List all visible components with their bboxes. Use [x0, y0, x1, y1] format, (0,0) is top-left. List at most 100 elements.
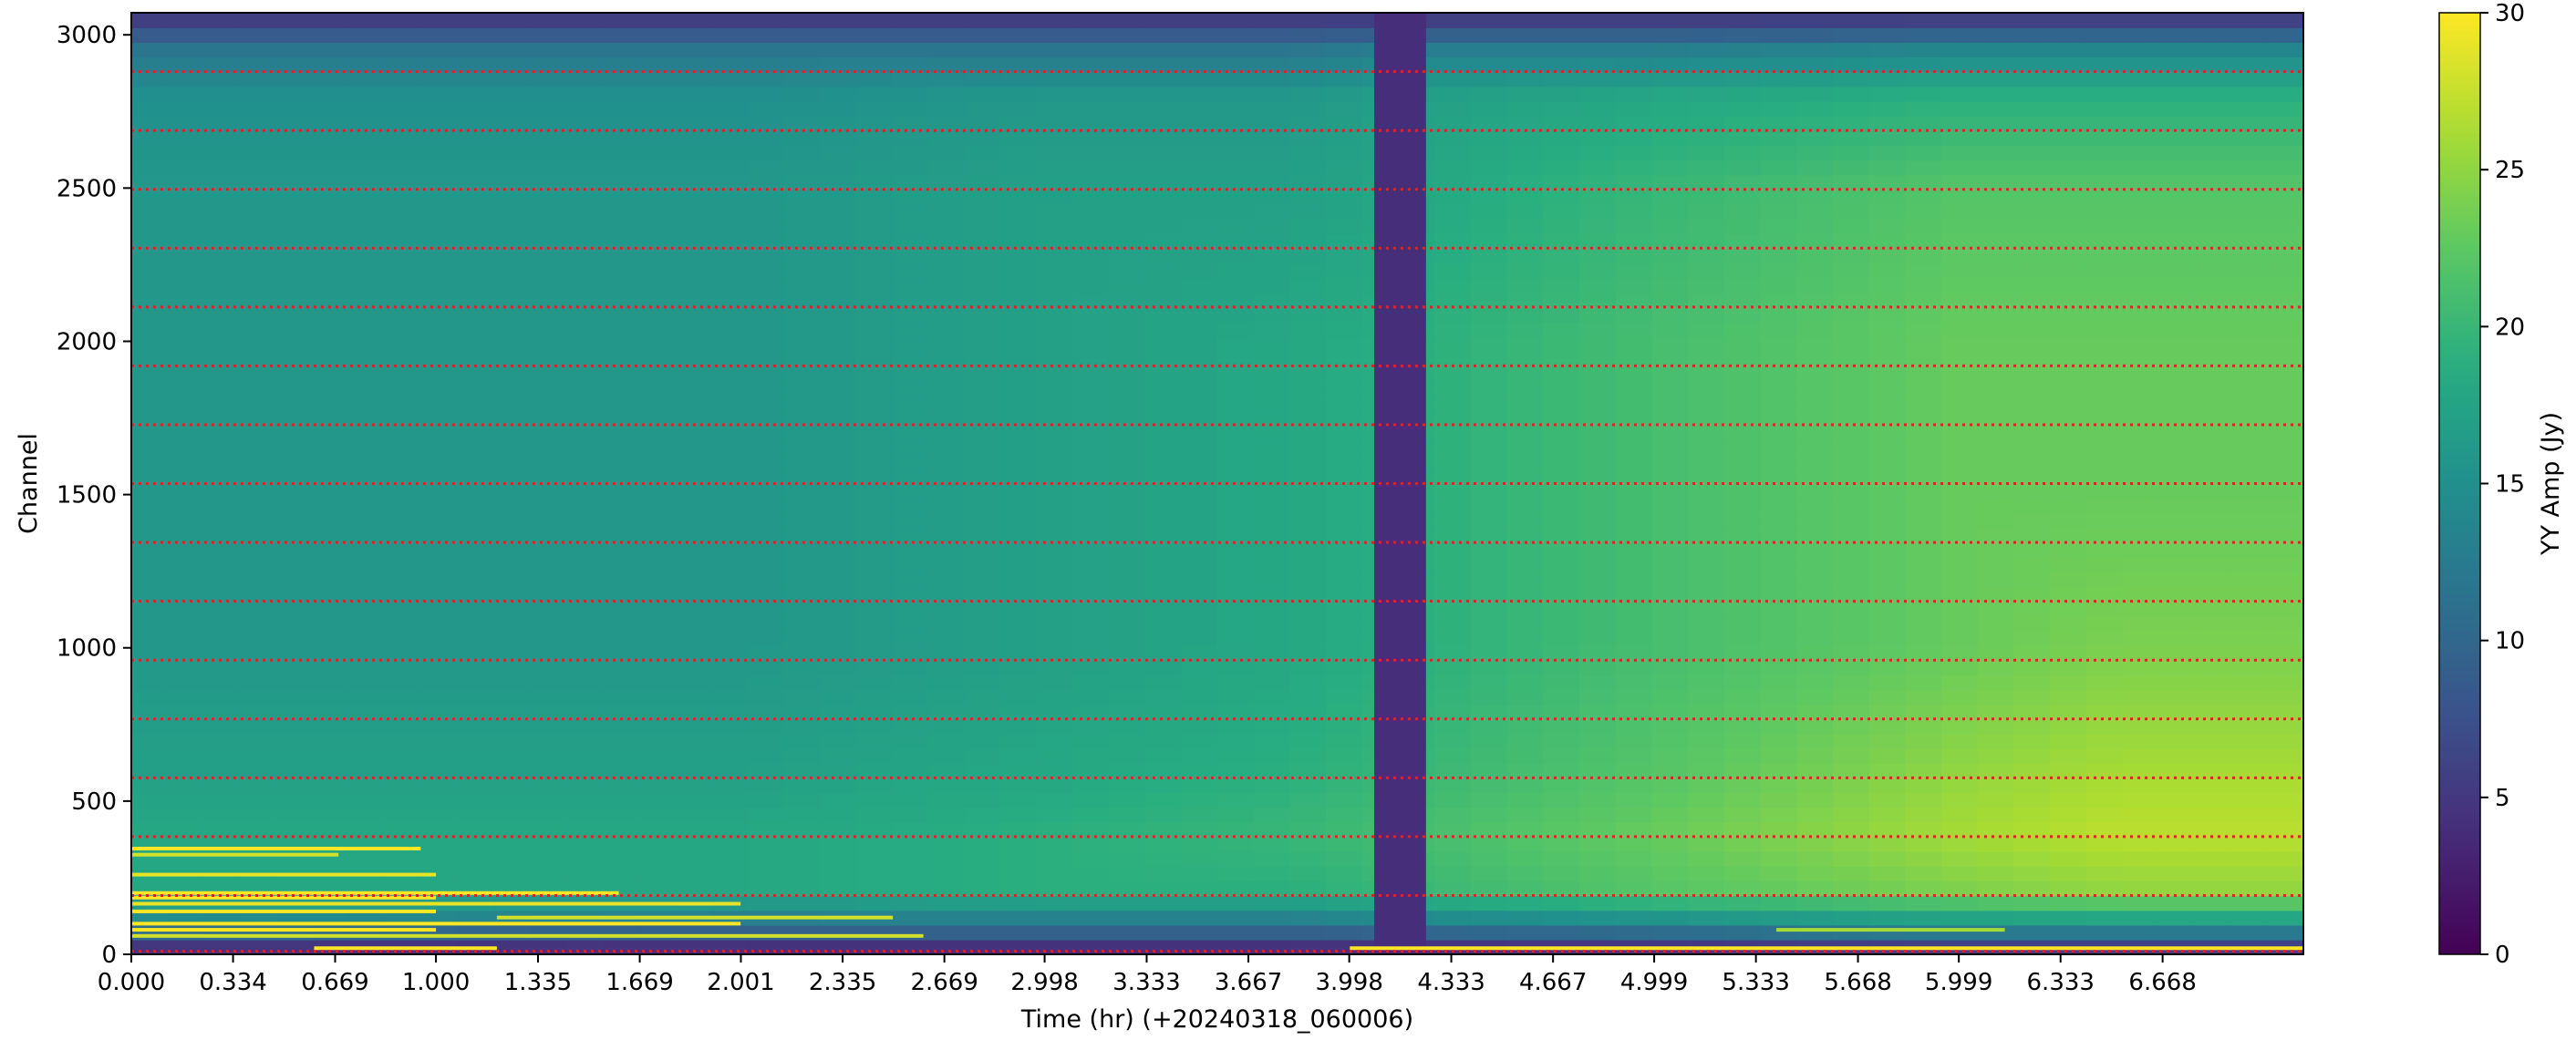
heatmap-cell	[1434, 380, 1472, 396]
heatmap-cell	[1108, 895, 1146, 911]
heatmap-cell	[240, 380, 277, 396]
heatmap-cell	[1253, 689, 1291, 705]
heatmap-cell	[565, 689, 603, 705]
heatmap-cell	[1217, 189, 1255, 205]
heatmap-cell	[1977, 880, 2015, 897]
heatmap-cell	[746, 880, 784, 897]
heatmap-cell	[1470, 660, 1508, 676]
heatmap-cell	[457, 718, 494, 735]
heatmap-cell	[891, 483, 929, 499]
heatmap-cell	[1470, 27, 1508, 44]
heatmap-cell	[565, 366, 603, 382]
heatmap-cell	[2194, 586, 2232, 602]
heatmap-cell	[131, 748, 169, 764]
heatmap-cell	[2230, 409, 2269, 426]
heatmap-cell	[457, 174, 494, 190]
heatmap-cell	[782, 233, 821, 250]
heatmap-cell	[927, 380, 965, 396]
heatmap-cell	[927, 939, 965, 955]
heatmap-cell	[2158, 27, 2196, 44]
heatmap-cell	[384, 498, 422, 514]
heatmap-cell	[1688, 189, 1725, 205]
heatmap-cell	[1796, 336, 1834, 353]
heatmap-cell	[493, 321, 531, 337]
heatmap-cell	[1036, 542, 1073, 558]
heatmap-cell	[2267, 57, 2304, 73]
heatmap-cell	[1108, 469, 1146, 485]
heatmap-cell	[565, 409, 603, 426]
heatmap-cell	[1217, 821, 1255, 838]
heatmap-cell	[1905, 733, 1942, 749]
heatmap-cell	[1723, 424, 1762, 440]
heatmap-cell	[1470, 145, 1508, 161]
heatmap-cell	[2194, 601, 2232, 617]
heatmap-cell	[999, 160, 1038, 176]
heatmap-cell	[348, 689, 386, 705]
heatmap-cell	[602, 27, 639, 44]
heatmap-cell	[203, 27, 241, 44]
heatmap-cell	[602, 821, 639, 838]
heatmap-cell	[493, 469, 531, 485]
heatmap-cell	[1108, 424, 1146, 440]
heatmap-cell	[1905, 130, 1942, 147]
heatmap-cell	[1543, 821, 1580, 838]
heatmap-cell	[1543, 13, 1580, 28]
heatmap-cell	[1434, 454, 1472, 470]
heatmap-cell	[1036, 777, 1073, 794]
heatmap-cell	[1832, 483, 1870, 499]
heatmap-cell	[1651, 542, 1689, 558]
heatmap-cell	[1289, 601, 1327, 617]
heatmap-cell	[1217, 807, 1255, 823]
heatmap-cell	[710, 27, 748, 44]
heatmap-cell	[1941, 174, 1979, 190]
heatmap-cell	[927, 86, 965, 102]
heatmap-cell	[1217, 336, 1255, 353]
heatmap-cell	[312, 483, 349, 499]
heatmap-cell	[1217, 557, 1255, 573]
heatmap-cell	[275, 542, 314, 558]
heatmap-cell	[819, 704, 856, 720]
heatmap-cell	[710, 748, 748, 764]
heatmap-cell	[637, 395, 676, 411]
heatmap-cell	[927, 718, 965, 735]
heatmap-cell	[2085, 512, 2124, 529]
heatmap-cell	[131, 263, 169, 279]
heatmap-cell	[420, 130, 459, 147]
heatmap-cell	[999, 704, 1038, 720]
heatmap-cell	[964, 733, 1001, 749]
heatmap-cell	[1760, 689, 1797, 705]
heatmap-cell	[203, 336, 241, 353]
heatmap-cell	[1868, 321, 1907, 337]
heatmap-cell	[420, 366, 459, 382]
heatmap-cell	[1072, 351, 1110, 367]
heatmap-cell	[999, 851, 1038, 867]
heatmap-cell	[1796, 542, 1834, 558]
heatmap-cell	[1181, 263, 1218, 279]
heatmap-cell	[565, 42, 603, 58]
rfi-streak	[131, 846, 421, 850]
heatmap-cell	[2122, 924, 2159, 941]
heatmap-cell	[384, 748, 422, 764]
heatmap-cell	[493, 233, 531, 250]
heatmap-cell	[1217, 145, 1255, 161]
heatmap-cell	[2122, 42, 2159, 58]
heatmap-cell	[674, 27, 711, 44]
heatmap-cell	[1760, 351, 1797, 367]
heatmap-cell	[1579, 306, 1617, 323]
heatmap-cell	[674, 777, 711, 794]
heatmap-cell	[1905, 13, 1942, 28]
heatmap-cell	[1688, 571, 1725, 588]
heatmap-cell	[819, 660, 856, 676]
heatmap-cell	[240, 439, 277, 456]
heatmap-cell	[855, 571, 893, 588]
heatmap-cell	[891, 939, 929, 955]
heatmap-cell	[1651, 189, 1689, 205]
heatmap-cell	[964, 454, 1001, 470]
heatmap-cell	[819, 792, 856, 808]
heatmap-cell	[565, 704, 603, 720]
heatmap-cell	[2050, 218, 2087, 234]
heatmap-cell	[529, 660, 567, 676]
heatmap-cell	[1326, 733, 1363, 749]
heatmap-cell	[1977, 233, 2015, 250]
